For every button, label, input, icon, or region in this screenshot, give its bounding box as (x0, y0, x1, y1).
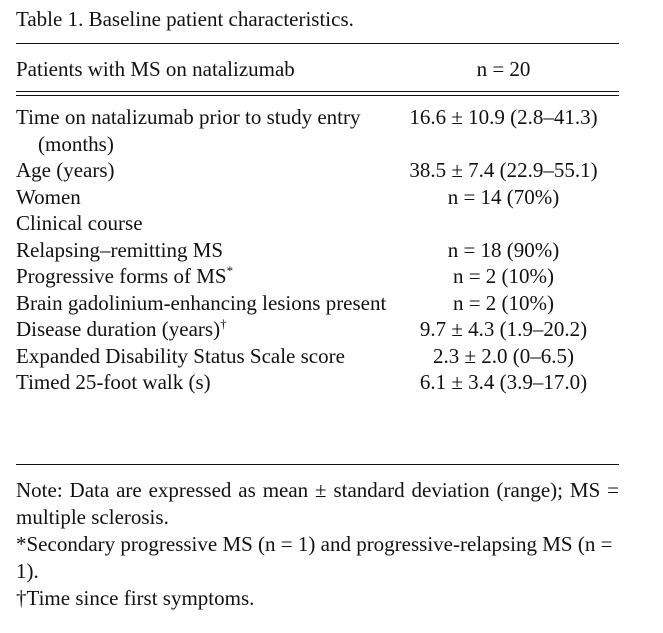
row-label-wrap: Disease duration (years)† (16, 316, 388, 343)
row-label: Time on natalizumab prior to study entry… (16, 105, 361, 156)
row-value: n = 18 (90%) (447, 237, 560, 262)
row-label-wrap: Progressive forms of MS* (16, 263, 388, 290)
table-row: Women n = 14 (70%) (16, 184, 619, 211)
row-label: Progressive forms of MS (16, 264, 227, 288)
row-label: Timed 25-foot walk (s) (16, 370, 211, 394)
header-rule-2 (16, 95, 619, 96)
note-general: Note: Data are expressed as mean ± stand… (16, 478, 619, 529)
table-row: Disease duration (years)† 9.7 ± 4.3 (1.9… (16, 316, 619, 343)
table-row: Brain gadolinium-enhancing lesions prese… (16, 290, 619, 317)
table-row: Relapsing–remitting MS n = 18 (90%) (16, 237, 619, 264)
table-row: Clinical course (16, 210, 619, 237)
table-caption: Table 1. Baseline patient characteristic… (16, 7, 354, 31)
row-label: Relapsing–remitting MS (16, 237, 224, 262)
row-value: 6.1 ± 3.4 (3.9–17.0) (419, 370, 588, 394)
table-notes: Note: Data are expressed as mean ± stand… (16, 477, 619, 612)
row-value: n = 2 (10%) (452, 264, 555, 288)
footnote-mark-dagger: † (220, 316, 227, 331)
table-body: Time on natalizumab prior to study entry… (16, 104, 619, 396)
header-value: n = 20 (476, 57, 531, 81)
header-rule-1 (16, 91, 619, 92)
row-value: 38.5 ± 7.4 (22.9–55.1) (409, 158, 598, 182)
footnote-mark-asterisk: * (226, 263, 234, 278)
row-label: Expanded Disability Status Scale score (16, 343, 345, 368)
row-label: Brain gadolinium-enhancing lesions prese… (16, 290, 387, 315)
top-rule (16, 43, 619, 44)
row-value: 2.3 ± 2.0 (0–6.5) (432, 343, 574, 368)
row-label: Clinical course (16, 211, 143, 235)
table-row: Progressive forms of MS* n = 2 (10%) (16, 263, 619, 290)
row-value: n = 2 (10%) (452, 290, 555, 315)
row-label: Age (years) (16, 158, 115, 182)
note-dagger: †Time since first symptoms. (16, 586, 255, 610)
row-value: 16.6 ± 10.9 (2.8–41.3) (409, 105, 598, 129)
table-row: Expanded Disability Status Scale score 2… (16, 343, 619, 370)
row-label: Disease duration (years) (16, 317, 221, 341)
row-value: n = 14 (70%) (447, 184, 560, 209)
note-asterisk: *Secondary progressive MS (n = 1) and pr… (16, 532, 613, 583)
bottom-rule (16, 464, 619, 465)
row-label: Women (16, 184, 81, 209)
table-row: Timed 25-foot walk (s) 6.1 ± 3.4 (3.9–17… (16, 369, 619, 396)
table-row: Time on natalizumab prior to study entry… (16, 104, 619, 157)
table-row: Age (years) 38.5 ± 7.4 (22.9–55.1) (16, 157, 619, 184)
row-value: 9.7 ± 4.3 (1.9–20.2) (419, 317, 588, 341)
header-label: Patients with MS on natalizumab (16, 57, 295, 81)
